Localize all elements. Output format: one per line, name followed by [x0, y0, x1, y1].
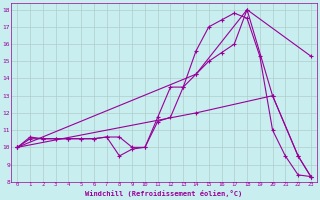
X-axis label: Windchill (Refroidissement éolien,°C): Windchill (Refroidissement éolien,°C): [85, 190, 243, 197]
